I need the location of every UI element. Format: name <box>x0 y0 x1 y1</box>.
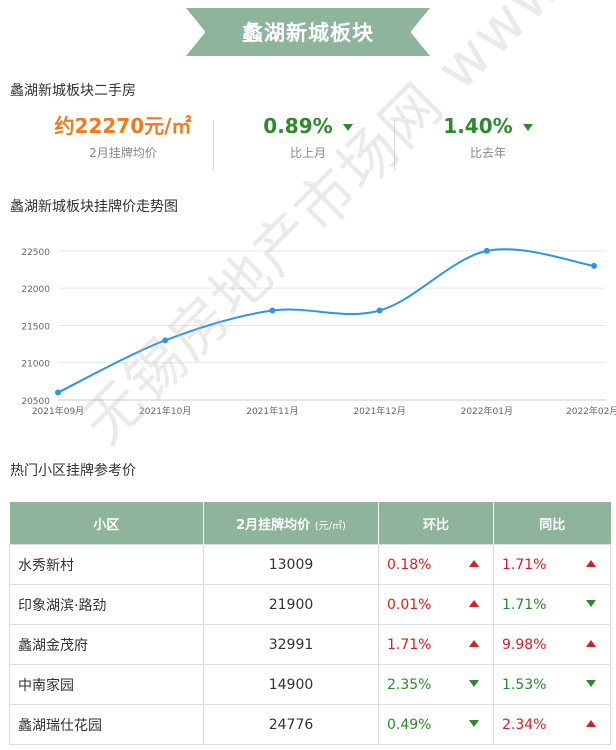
community-price: 32991 <box>203 624 379 665</box>
y-tick-label: 20500 <box>21 397 50 407</box>
data-point <box>591 262 597 269</box>
community-price: 13009 <box>203 544 379 585</box>
header-name: 小区 <box>9 502 204 545</box>
mom-value: 1.71% <box>387 636 432 653</box>
table-row: 印象湖滨·路劲 21900 0.01% 1.71% <box>9 584 611 625</box>
price-trend-chart: 20500 21000 21500 22000 22500 2021年09月 2021年10… <box>21 247 616 417</box>
banner: 蠡湖新城板块 <box>0 0 616 68</box>
community-yoy: 1.53% <box>493 664 611 705</box>
table-row: 蠡湖金茂府 32991 1.71% 9.98% <box>9 624 611 665</box>
mom-value: 2.35% <box>387 676 432 693</box>
y-tick-label: 22500 <box>21 248 50 258</box>
stat-avg-price-label: 2月挂牌均价 <box>89 146 157 160</box>
community-mom: 2.35% <box>378 664 494 705</box>
stat-mom-value: 0.89% <box>263 114 333 138</box>
x-tick-label: 2022年01月 <box>461 405 513 417</box>
down-arrow-icon <box>342 124 353 131</box>
x-tick-label: 2021年11月 <box>246 405 298 417</box>
community-price: 24776 <box>203 704 379 745</box>
up-arrow-icon <box>586 720 596 727</box>
x-tick-label: 2021年09月 <box>32 405 84 417</box>
data-point <box>55 389 61 396</box>
header-mom: 环比 <box>378 502 494 545</box>
stat-avg-price: 约22270元/㎡ 2月挂牌均价 <box>33 112 213 161</box>
community-price: 21900 <box>203 584 379 625</box>
up-arrow-icon <box>469 560 479 567</box>
community-yoy: 9.98% <box>493 624 611 665</box>
stat-yoy-label: 比去年 <box>469 146 506 160</box>
stat-divider <box>213 120 214 170</box>
trend-title: 蠡湖新城板块挂牌价走势图 <box>10 199 178 215</box>
community-yoy: 1.71% <box>493 584 611 625</box>
stat-mom-label: 比上月 <box>289 146 326 160</box>
yoy-value: 1.53% <box>502 676 547 693</box>
data-point <box>162 337 169 344</box>
mom-value: 0.01% <box>387 596 432 613</box>
down-arrow-icon <box>469 680 479 687</box>
community-mom: 0.49% <box>378 704 494 745</box>
up-arrow-icon <box>469 600 479 607</box>
header-price-label: 2月挂牌均价 <box>236 517 311 533</box>
community-price-table: 小区 2月挂牌均价 (元/㎡) 环比 同比 水秀新村 13009 0.18% 1.71… <box>9 502 611 745</box>
up-arrow-icon <box>586 560 596 567</box>
yoy-value: 2.34% <box>502 716 547 733</box>
table-title: 热门小区挂牌参考价 <box>10 463 136 479</box>
banner-title: 蠡湖新城板块 <box>242 21 374 45</box>
table-header-row: 小区 2月挂牌均价 (元/㎡) 环比 同比 <box>9 502 611 545</box>
header-yoy: 同比 <box>493 502 611 545</box>
stats-row: 约22270元/㎡ 2月挂牌均价 0.89% 比上月 1.40% 比去年 <box>0 112 616 172</box>
y-tick-label: 22000 <box>21 285 50 295</box>
y-tick-label: 21500 <box>21 322 50 332</box>
down-arrow-icon <box>522 124 533 131</box>
stat-avg-price-value: 约22270元/㎡ <box>54 114 192 138</box>
yoy-value: 1.71% <box>502 596 547 613</box>
header-price: 2月挂牌均价 (元/㎡) <box>203 502 379 545</box>
down-arrow-icon <box>586 680 596 687</box>
up-arrow-icon <box>469 640 479 647</box>
down-arrow-icon <box>586 600 596 607</box>
series-line <box>57 248 595 394</box>
stat-mom: 0.89% 比上月 <box>218 112 398 161</box>
community-price: 14900 <box>203 664 379 705</box>
community-name: 中南家园 <box>9 664 204 705</box>
x-tick-label: 2022年02月 <box>566 405 616 417</box>
community-name: 印象湖滨·路劲 <box>9 584 204 625</box>
table-row: 水秀新村 13009 0.18% 1.71% <box>9 544 611 585</box>
data-point <box>483 247 490 254</box>
community-name: 蠡湖瑞仕花园 <box>9 704 204 745</box>
stat-yoy-value: 1.40% <box>443 114 513 138</box>
stat-divider <box>394 120 395 170</box>
mom-value: 0.49% <box>387 716 432 733</box>
x-tick-label: 2021年10月 <box>139 405 191 417</box>
community-yoy: 2.34% <box>493 704 611 745</box>
data-point <box>269 307 276 314</box>
data-point <box>376 307 383 314</box>
community-mom: 0.18% <box>378 544 494 585</box>
mom-value: 0.18% <box>387 556 432 573</box>
up-arrow-icon <box>586 640 596 647</box>
table-row: 中南家园 14900 2.35% 1.53% <box>9 664 611 705</box>
community-mom: 1.71% <box>378 624 494 665</box>
secondhand-title: 蠡湖新城板块二手房 <box>10 83 136 99</box>
stat-yoy: 1.40% 比去年 <box>398 112 578 161</box>
down-arrow-icon <box>469 720 479 727</box>
community-yoy: 1.71% <box>493 544 611 585</box>
community-name: 水秀新村 <box>9 544 204 585</box>
x-tick-label: 2021年12月 <box>353 405 405 417</box>
header-price-unit: (元/㎡) <box>314 520 346 532</box>
community-mom: 0.01% <box>378 584 494 625</box>
yoy-value: 1.71% <box>502 556 547 573</box>
community-name: 蠡湖金茂府 <box>9 624 204 665</box>
table-row: 蠡湖瑞仕花园 24776 0.49% 2.34% <box>9 704 611 745</box>
banner-ribbon: 蠡湖新城板块 <box>186 8 430 56</box>
y-tick-label: 21000 <box>21 360 50 370</box>
yoy-value: 9.98% <box>502 636 547 653</box>
